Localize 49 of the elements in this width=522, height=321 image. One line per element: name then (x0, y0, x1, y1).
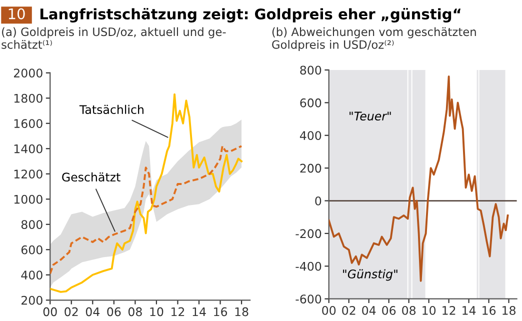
x-tick-label: 14 (192, 307, 206, 316)
annotation: "Teuer" (350, 112, 391, 120)
x-tick-label: 04 (86, 307, 100, 316)
x-tick-label: 18 (502, 306, 516, 315)
y-tick-label: 400 (300, 131, 322, 140)
y-tick-label: 400 (21, 270, 42, 280)
y-tick-label: 2000 (14, 68, 42, 78)
y-tick-label: 0 (315, 196, 322, 206)
y-tick-label: 200 (22, 296, 42, 305)
x-tick-label: 02 (64, 307, 78, 316)
x-tick-label: 16 (214, 307, 228, 316)
x-tick-label: 00 (322, 306, 336, 315)
x-tick-label: 02 (342, 306, 356, 315)
y-tick-label: 1600 (14, 119, 42, 128)
x-tick-label: 10 (150, 307, 164, 316)
x-tick-label: 14 (462, 306, 476, 315)
line-series (328, 76, 509, 282)
x-tick-label: 06 (107, 307, 121, 316)
y-tick-label: 1800 (14, 94, 42, 103)
annotation: "Günstig" (343, 269, 398, 281)
annotation: Geschätzt (62, 172, 120, 182)
x-tick-label: 00 (43, 307, 57, 316)
chart-subtitle: (a) Goldpreis in USD/oz, aktuell und ge- schätzt⁽¹⁾ (2, 27, 226, 49)
y-tick-label: 600 (21, 245, 42, 254)
chart-subtitle: (b) Abweichungen vom geschätzten Goldpreis in USD/oz⁽²⁾ (272, 27, 476, 52)
x-tick-label: 06 (382, 306, 396, 315)
x-tick-label: 16 (482, 306, 496, 315)
annotation: Tatsächlich (79, 104, 144, 114)
x-tick-label: 18 (235, 307, 248, 316)
y-tick-label: 200 (300, 164, 322, 173)
chart-title: Langfristschätzung zeigt: Goldpreis eher „günstig“ (40, 8, 461, 22)
line-series (50, 93, 243, 293)
y-tick-label: 800 (300, 66, 322, 75)
y-tick-label: 1000 (14, 194, 42, 204)
text: 10 (8, 8, 25, 20)
x-tick-label: 08 (402, 306, 416, 315)
y-tick-label: -400 (296, 262, 322, 271)
y-tick-label: -600 (296, 294, 322, 304)
x-tick-label: 10 (422, 306, 436, 315)
y-tick-label: 800 (21, 220, 42, 230)
y-tick-label: 600 (300, 98, 322, 108)
x-tick-label: 12 (172, 307, 184, 316)
x-tick-label: 12 (442, 306, 456, 315)
line-series (50, 145, 243, 275)
y-tick-label: -200 (296, 229, 322, 238)
x-tick-label: 08 (128, 307, 142, 316)
x-tick-label: 04 (362, 306, 376, 315)
y-tick-label: 1200 (14, 170, 42, 179)
y-tick-label: 1400 (14, 144, 42, 154)
